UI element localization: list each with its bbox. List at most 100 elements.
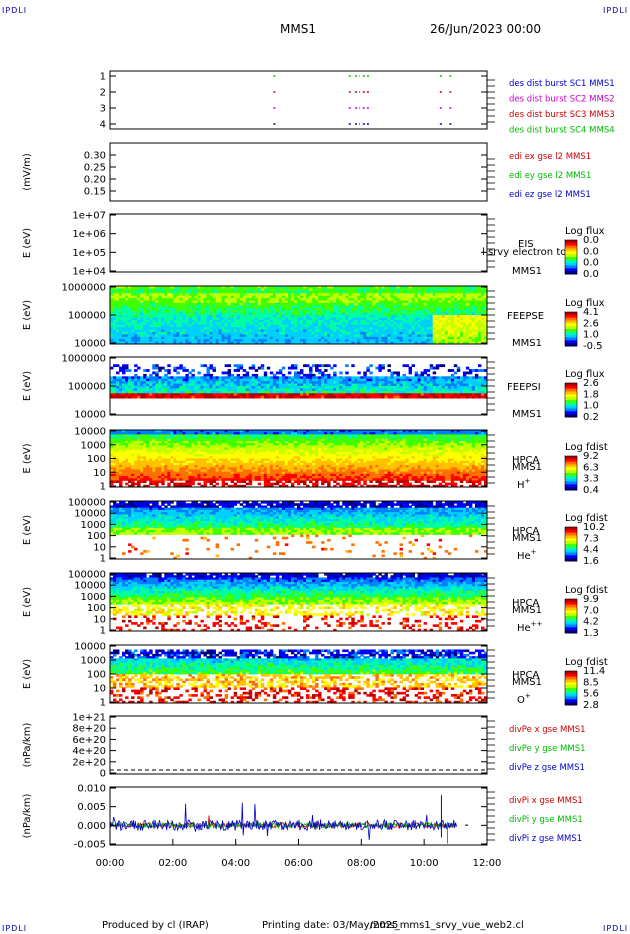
spectrogram-cell-p4 [321, 302, 325, 306]
spectrogram-cell-p4 [462, 317, 467, 321]
spectrogram-cell-p4 [372, 310, 376, 313]
spectrogram-cell-p6 [125, 445, 129, 448]
spectrogram-cell-p6 [146, 447, 150, 451]
spectrogram-cell-p4 [483, 336, 488, 340]
spectrogram-cell-p5 [257, 383, 262, 387]
spectrogram-cell-p5 [312, 364, 316, 368]
spectrogram-cell-p5 [176, 376, 180, 380]
instrument-label-p4: FEEPSE [507, 311, 544, 322]
spectrogram-cell-p4 [236, 302, 241, 306]
spectrogram-cell-p4 [269, 312, 274, 316]
spectrogram-cell-p4 [405, 298, 409, 301]
spectrogram-cell-p4 [218, 310, 222, 313]
spectrogram-cell-p4 [152, 300, 156, 304]
spectrogram-cell-p5 [477, 390, 482, 394]
spectrogram-cell-p5 [354, 393, 358, 397]
spectrogram-cell-p5 [339, 378, 343, 382]
spectrogram-cell-p4 [450, 307, 455, 311]
colorbar-swatch-p5 [565, 402, 577, 407]
spectrogram-cell-p5 [197, 381, 201, 384]
spectrogram-cell-p4 [450, 319, 455, 323]
spectrogram-cell-p4 [300, 310, 304, 313]
spectrogram-cell-p4 [233, 300, 238, 304]
spectrogram-cell-p4 [269, 295, 274, 299]
spectrogram-cell-p6 [158, 436, 162, 440]
spectrogram-cell-p5 [357, 386, 361, 389]
spectrogram-cell-p4 [143, 319, 147, 323]
spectrogram-cell-p4 [333, 319, 337, 323]
spectrogram-cell-p5 [269, 395, 274, 399]
spectrogram-cell-p6 [125, 456, 129, 459]
spectrogram-cell-p4 [200, 317, 204, 321]
spectrogram-cell-p5 [212, 376, 216, 380]
spectrogram-cell-p5 [143, 378, 147, 382]
spectrogram-cell-p5 [239, 393, 244, 397]
spectrogram-cell-p4 [354, 327, 358, 330]
spectrogram-cell-p6 [143, 434, 147, 437]
spectrogram-cell-p5 [191, 386, 195, 389]
spectrogram-cell-p4 [321, 293, 325, 297]
spectrogram-cell-p4 [369, 339, 373, 342]
spectrogram-cell-p4 [143, 324, 147, 328]
spectrogram-cell-p4 [248, 327, 253, 330]
spectrogram-cell-p4 [456, 341, 461, 345]
spectrogram-cell-p5 [128, 383, 132, 387]
spectrogram-cell-p5 [239, 386, 244, 389]
spectrogram-cell-p4 [227, 300, 232, 304]
spectrogram-cell-p4 [405, 329, 409, 333]
spectrogram-cell-p4 [432, 339, 437, 342]
spectrogram-cell-p4 [110, 327, 114, 330]
spectrogram-cell-p6 [131, 447, 135, 451]
spectrogram-cell-p5 [218, 376, 222, 380]
spectrogram-cell-p5 [324, 376, 328, 380]
spectrogram-cell-p4 [164, 319, 168, 323]
spectrogram-cell-p5 [182, 393, 186, 397]
spectrogram-cell-p4 [363, 339, 367, 342]
spectrogram-cell-p6 [149, 458, 153, 462]
spectrogram-cell-p4 [251, 334, 256, 338]
spectrogram-cell-p4 [321, 317, 325, 321]
spectrogram-cell-p4 [312, 322, 316, 326]
spectrogram-cell-p5 [182, 383, 186, 387]
spectrogram-cell-p5 [399, 386, 403, 389]
spectrogram-cell-p4 [200, 319, 204, 323]
spectrogram-cell-p4 [176, 336, 180, 340]
spectrogram-cell-p5 [369, 364, 373, 368]
spectrogram-cell-p5 [221, 381, 226, 384]
spectrogram-p4 [110, 286, 488, 345]
spectrogram-cell-p4 [278, 307, 283, 311]
spectrogram-cell-p4 [315, 339, 319, 342]
spectrogram-cell-p4 [462, 290, 467, 294]
spectrogram-cell-p4 [122, 305, 126, 309]
spectrogram-cell-p4 [161, 293, 165, 297]
spectrogram-cell-p4 [390, 302, 394, 306]
spectrogram-cell-p4 [369, 286, 373, 289]
spectrogram-cell-p5 [230, 378, 235, 382]
spectrogram-cell-p5 [242, 393, 247, 397]
spectrogram-cell-p5 [176, 386, 180, 389]
ytick-label-p1: 3 [100, 104, 106, 115]
colorbar-tick-p4: -0.5 [583, 341, 603, 352]
spectrogram-cell-p4 [327, 290, 331, 294]
spectrogram-cell-p4 [465, 298, 470, 301]
spectrogram-cell-p4 [357, 315, 361, 318]
spectrogram-cell-p4 [420, 307, 425, 311]
spectrogram-cell-p4 [245, 315, 250, 318]
spectrogram-cell-p6 [128, 447, 132, 451]
colorbar-tick-p5: 0.2 [583, 412, 599, 423]
spectrogram-cell-p6 [158, 460, 162, 464]
spectrogram-cell-p4 [140, 312, 144, 316]
spectrogram-cell-p6 [146, 471, 150, 475]
spectrogram-cell-p4 [390, 322, 394, 326]
spectrogram-cell-p4 [236, 293, 241, 297]
spectrogram-cell-p4 [200, 331, 204, 335]
spectrogram-cell-p4 [345, 290, 349, 294]
spectrogram-cell-p4 [116, 327, 120, 330]
spectrogram-cell-p4 [125, 305, 129, 309]
spectrogram-cell-p4 [134, 339, 138, 342]
spectrogram-cell-p4 [477, 336, 482, 340]
spectrogram-cell-p4 [390, 290, 394, 294]
spectrogram-cell-p4 [167, 334, 171, 338]
spectrogram-cell-p4 [275, 286, 280, 289]
spectrogram-cell-p4 [131, 300, 135, 304]
